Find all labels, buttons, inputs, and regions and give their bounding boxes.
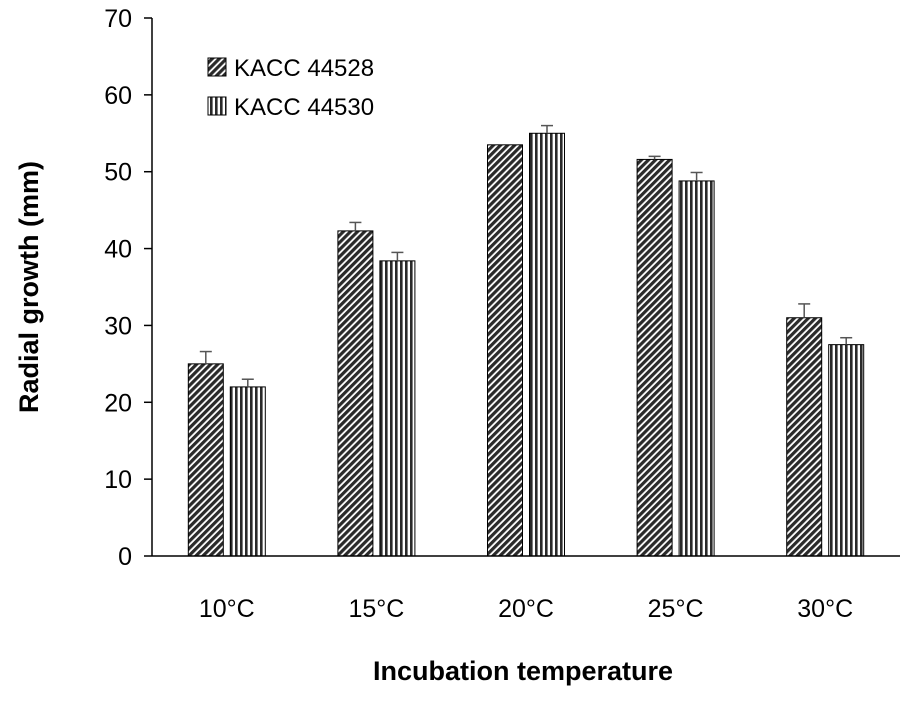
bar <box>337 230 374 557</box>
bar <box>379 260 416 557</box>
legend: KACC 44528 KACC 44530 <box>207 55 374 121</box>
bar <box>187 363 224 557</box>
error-bars-group <box>199 124 853 387</box>
bar <box>828 344 865 557</box>
legend-label-kacc-44530: KACC 44530 <box>234 94 374 121</box>
y-axis-ticks: 0 10 20 30 40 50 60 70 <box>104 5 152 571</box>
x-tick-label: 20°C <box>498 595 554 623</box>
y-tick-label: 60 <box>104 82 132 110</box>
x-axis-ticks: 10°C 15°C 20°C 25°C 30°C <box>199 595 853 623</box>
y-tick-label: 0 <box>118 543 132 571</box>
bar <box>678 180 715 557</box>
y-tick-label: 30 <box>104 312 132 340</box>
legend-swatch-kacc-44530 <box>207 96 227 116</box>
y-tick-label: 50 <box>104 159 132 187</box>
x-tick-label: 15°C <box>348 595 404 623</box>
bar <box>229 386 266 557</box>
y-tick-label: 10 <box>104 466 132 494</box>
bar <box>786 317 823 557</box>
y-tick-label: 20 <box>104 389 132 417</box>
legend-swatch-kacc-44528 <box>207 57 227 77</box>
bar <box>529 132 565 557</box>
bar <box>636 158 673 557</box>
bars-group <box>187 132 865 557</box>
legend-label-kacc-44528: KACC 44528 <box>234 55 374 82</box>
x-tick-label: 10°C <box>199 595 255 623</box>
bar <box>487 144 523 557</box>
y-tick-label: 40 <box>104 236 132 264</box>
y-tick-label: 70 <box>104 5 132 33</box>
x-axis-title: Incubation temperature <box>373 656 673 686</box>
x-tick-label: 30°C <box>797 595 853 623</box>
x-tick-label: 25°C <box>648 595 704 623</box>
y-axis-title: Radial growth (mm) <box>14 161 44 413</box>
